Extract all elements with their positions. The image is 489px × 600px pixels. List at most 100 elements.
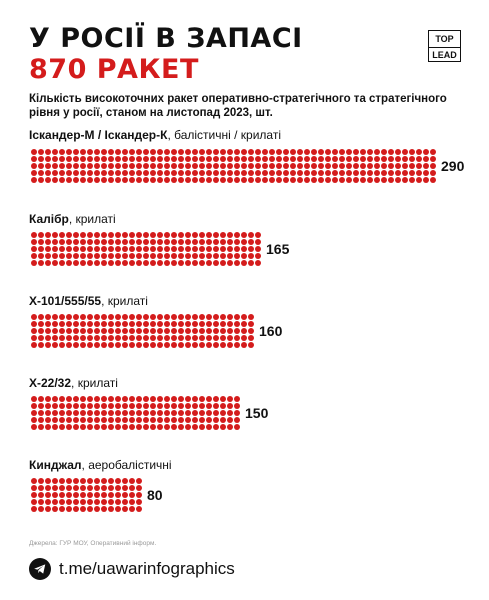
missile-dot bbox=[157, 149, 163, 155]
category-name: Кинджал bbox=[29, 458, 82, 472]
missile-dot bbox=[395, 177, 401, 183]
missile-dot bbox=[150, 396, 156, 402]
missile-dot bbox=[59, 239, 65, 245]
missile-dot bbox=[234, 424, 240, 430]
missile-dot bbox=[73, 328, 79, 334]
missile-dot bbox=[45, 410, 51, 416]
missile-dot bbox=[129, 260, 135, 266]
missile-dot bbox=[213, 170, 219, 176]
missile-dot bbox=[206, 424, 212, 430]
missile-dot bbox=[115, 156, 121, 162]
missile-dot bbox=[164, 177, 170, 183]
missile-dot bbox=[150, 232, 156, 238]
missile-dot bbox=[220, 149, 226, 155]
missile-dot bbox=[108, 485, 114, 491]
missile-dot bbox=[185, 253, 191, 259]
title-line-1: У РОСІЇ В ЗАПАСІ bbox=[29, 23, 303, 54]
missile-dot bbox=[206, 396, 212, 402]
missile-dot bbox=[220, 328, 226, 334]
missile-dot bbox=[339, 170, 345, 176]
missile-dot bbox=[122, 499, 128, 505]
missile-dot bbox=[192, 149, 198, 155]
missile-dot bbox=[332, 156, 338, 162]
missile-dot bbox=[234, 342, 240, 348]
missile-dot bbox=[220, 335, 226, 341]
missile-dot bbox=[66, 478, 72, 484]
missile-dot bbox=[66, 335, 72, 341]
missile-dot bbox=[192, 246, 198, 252]
missile-dot bbox=[73, 410, 79, 416]
missile-dot bbox=[52, 246, 58, 252]
missile-dot bbox=[283, 163, 289, 169]
missile-dot bbox=[136, 410, 142, 416]
missile-dot bbox=[199, 314, 205, 320]
missile-dot bbox=[80, 170, 86, 176]
missile-dot bbox=[381, 156, 387, 162]
missile-dot bbox=[101, 163, 107, 169]
missile-dot bbox=[52, 485, 58, 491]
missile-dot bbox=[346, 170, 352, 176]
missile-dot bbox=[241, 163, 247, 169]
missile-dot bbox=[108, 335, 114, 341]
missile-dot bbox=[80, 492, 86, 498]
missile-dot bbox=[87, 321, 93, 327]
missile-dot bbox=[276, 149, 282, 155]
missile-dot bbox=[430, 163, 436, 169]
missile-dot bbox=[416, 163, 422, 169]
missile-dot bbox=[80, 321, 86, 327]
missile-dot bbox=[255, 246, 261, 252]
missile-dot bbox=[59, 396, 65, 402]
missile-dot bbox=[157, 328, 163, 334]
telegram-link[interactable]: t.me/uawarinfographics bbox=[59, 559, 235, 578]
missile-dot bbox=[94, 253, 100, 259]
missile-dot bbox=[318, 149, 324, 155]
missile-dot bbox=[66, 403, 72, 409]
missile-dot bbox=[213, 321, 219, 327]
missile-dot bbox=[199, 417, 205, 423]
missile-dot bbox=[94, 403, 100, 409]
missile-dot bbox=[129, 485, 135, 491]
missile-dot bbox=[213, 156, 219, 162]
missile-dot bbox=[360, 149, 366, 155]
missile-dot bbox=[94, 417, 100, 423]
missile-dot bbox=[227, 239, 233, 245]
missile-dot bbox=[101, 260, 107, 266]
missile-dot bbox=[241, 170, 247, 176]
missile-dot bbox=[59, 321, 65, 327]
missile-dot bbox=[227, 403, 233, 409]
missile-dot bbox=[115, 499, 121, 505]
missile-dot bbox=[136, 328, 142, 334]
missile-dot bbox=[136, 499, 142, 505]
missile-dot bbox=[108, 410, 114, 416]
missile-dot bbox=[248, 163, 254, 169]
missile-dot bbox=[80, 163, 86, 169]
missile-dot bbox=[45, 485, 51, 491]
missile-dot bbox=[150, 342, 156, 348]
missile-dot bbox=[206, 239, 212, 245]
missile-dot bbox=[192, 314, 198, 320]
missile-dot bbox=[52, 506, 58, 512]
missile-dot bbox=[52, 410, 58, 416]
missile-dot bbox=[339, 156, 345, 162]
missile-dot bbox=[178, 410, 184, 416]
missile-dot bbox=[185, 321, 191, 327]
missile-dot bbox=[59, 485, 65, 491]
missile-dot bbox=[171, 396, 177, 402]
missile-dot bbox=[87, 177, 93, 183]
missile-dot bbox=[241, 246, 247, 252]
missile-dot bbox=[108, 149, 114, 155]
missile-dot bbox=[388, 170, 394, 176]
missile-dot bbox=[360, 170, 366, 176]
missile-dot bbox=[248, 177, 254, 183]
missile-dot bbox=[66, 163, 72, 169]
missile-dot bbox=[59, 335, 65, 341]
missile-dot bbox=[66, 424, 72, 430]
missile-dot bbox=[339, 163, 345, 169]
missile-dot bbox=[227, 396, 233, 402]
missile-dot bbox=[101, 177, 107, 183]
missile-dot bbox=[122, 321, 128, 327]
missile-dot bbox=[164, 417, 170, 423]
missile-dot bbox=[332, 163, 338, 169]
missile-dot bbox=[38, 253, 44, 259]
missile-dot bbox=[31, 156, 37, 162]
